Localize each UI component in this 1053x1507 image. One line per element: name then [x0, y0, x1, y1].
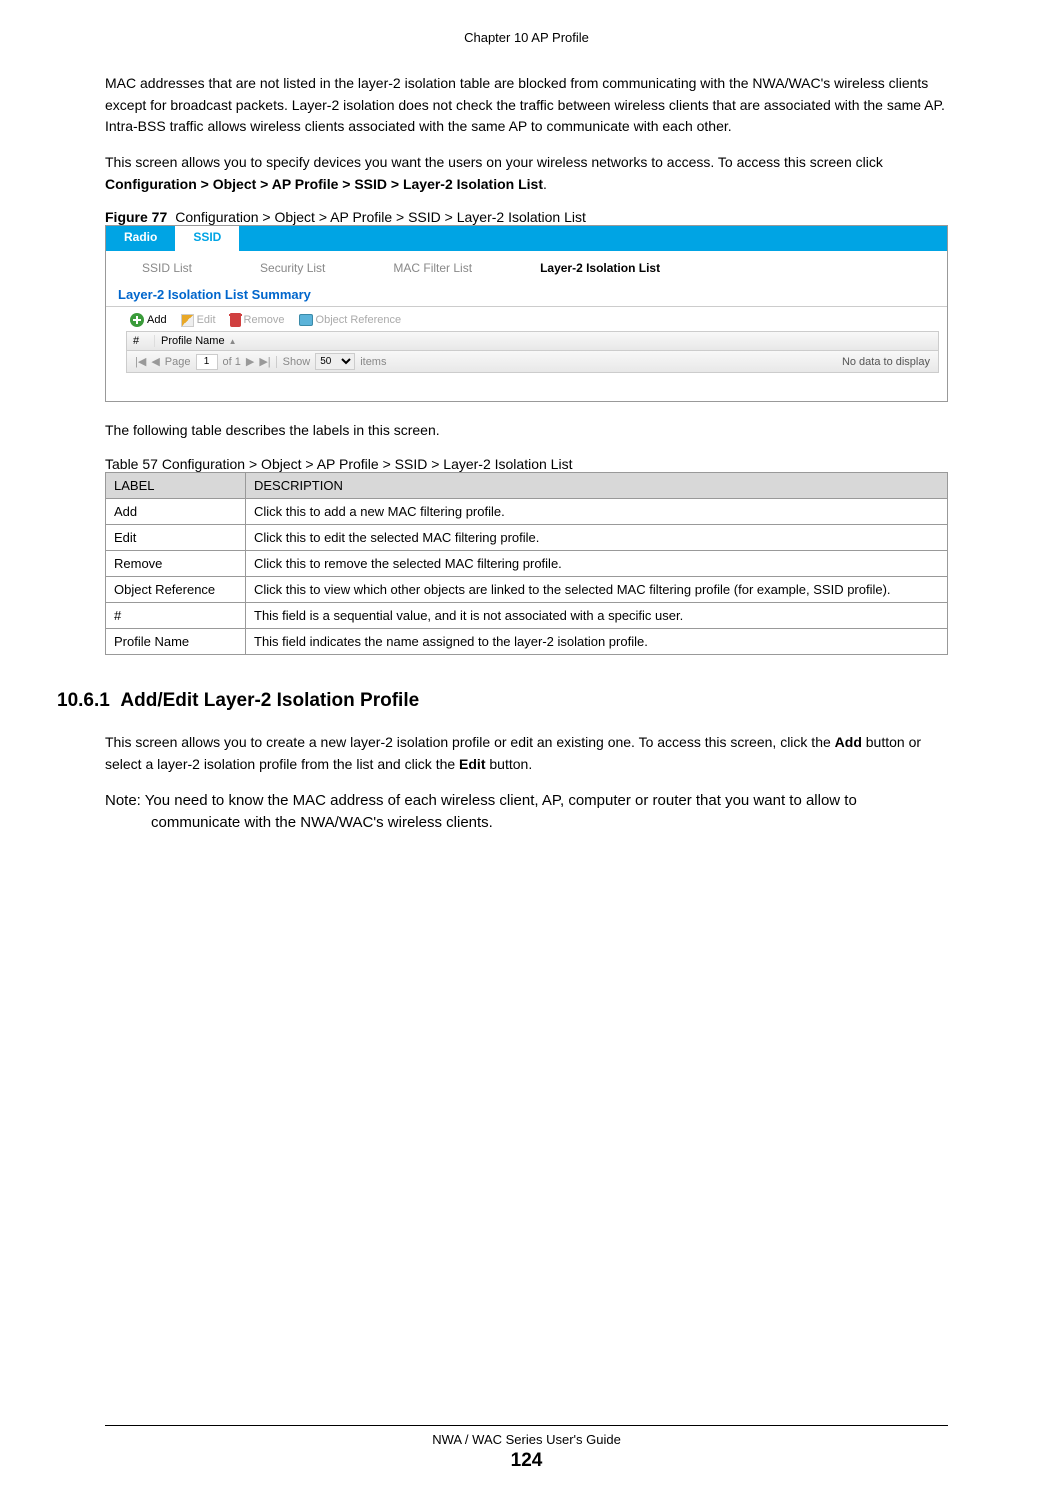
cell-desc: Click this to add a new MAC filtering pr… [246, 499, 948, 525]
paging-controls: |◀ ◀ Page of 1 ▶ ▶| Show 50 items [135, 353, 386, 370]
remove-label: Remove [244, 314, 285, 326]
para2-text: This screen allows you to specify device… [105, 154, 883, 170]
sp1-bold2: Edit [459, 756, 485, 772]
prev-page-icon[interactable]: ◀ [151, 355, 159, 368]
page-number: 124 [105, 1450, 948, 1472]
subtab-ssid-list[interactable]: SSID List [142, 261, 192, 275]
table-header-label: LABEL [106, 473, 246, 499]
para2-bold: Configuration > Object > AP Profile > SS… [105, 176, 543, 192]
cell-label: Edit [106, 525, 246, 551]
cell-desc: This field indicates the name assigned t… [246, 629, 948, 655]
sp1-pre: This screen allows you to create a new l… [105, 734, 835, 750]
section-heading: 10.6.1 Add/Edit Layer-2 Isolation Profil… [57, 690, 948, 712]
figure-screenshot: Radio SSID SSID List Security List MAC F… [105, 225, 948, 402]
figure-label: Figure 77 [105, 209, 167, 225]
page-label: Page [165, 356, 191, 368]
tab-ssid[interactable]: SSID [175, 226, 239, 251]
subtab-security-list[interactable]: Security List [260, 261, 325, 275]
object-reference-icon [299, 314, 313, 326]
last-page-icon[interactable]: ▶| [259, 355, 270, 368]
main-tab-bar: Radio SSID [106, 226, 947, 251]
table-row: # This field is a sequential value, and … [106, 603, 948, 629]
column-header-profile-name[interactable]: Profile Name ▲ [155, 335, 938, 347]
remove-icon [230, 313, 241, 327]
table-row: Add Click this to add a new MAC filterin… [106, 499, 948, 525]
edit-icon [181, 314, 194, 327]
cell-desc: This field is a sequential value, and it… [246, 603, 948, 629]
add-label: Add [147, 314, 167, 326]
cell-label: Object Reference [106, 577, 246, 603]
cell-label: Profile Name [106, 629, 246, 655]
show-label: Show [276, 356, 311, 368]
no-data-message: No data to display [842, 356, 930, 368]
subtab-layer2-list[interactable]: Layer-2 Isolation List [540, 261, 660, 275]
remove-button[interactable]: Remove [226, 311, 289, 329]
para2-post: . [543, 176, 547, 192]
grid-footer: |◀ ◀ Page of 1 ▶ ▶| Show 50 items No dat… [126, 350, 939, 373]
subtab-mac-filter-list[interactable]: MAC Filter List [393, 261, 472, 275]
footer-text: NWA / WAC Series User's Guide [105, 1432, 948, 1447]
page-size-select[interactable]: 50 [315, 353, 355, 370]
page-number-input[interactable] [196, 354, 218, 370]
edit-label: Edit [197, 314, 216, 326]
cell-desc: Click this to view which other objects a… [246, 577, 948, 603]
cell-label: Add [106, 499, 246, 525]
col-name-text: Profile Name [161, 335, 225, 347]
sort-asc-icon: ▲ [229, 337, 237, 346]
page-footer: NWA / WAC Series User's Guide 124 [105, 1425, 948, 1472]
sp1-post: button. [486, 756, 533, 772]
table-row: Remove Click this to remove the selected… [106, 551, 948, 577]
figure-caption: Figure 77 Configuration > Object > AP Pro… [105, 209, 948, 225]
section-title: Add/Edit Layer-2 Isolation Profile [120, 690, 419, 711]
table-caption: Table 57 Configuration > Object > AP Pro… [105, 456, 948, 472]
column-header-number[interactable]: # [127, 335, 155, 347]
panel-section-title: Layer-2 Isolation List Summary [106, 287, 947, 307]
note-paragraph: Note: You need to know the MAC address o… [105, 790, 948, 835]
figure-title: Configuration > Object > AP Profile > SS… [175, 209, 586, 225]
table-header-description: DESCRIPTION [246, 473, 948, 499]
section-number: 10.6.1 [57, 690, 110, 711]
toolbar: Add Edit Remove Object Reference [106, 307, 947, 331]
table-row: Edit Click this to edit the selected MAC… [106, 525, 948, 551]
edit-button[interactable]: Edit [177, 312, 220, 329]
section-paragraph-1: This screen allows you to create a new l… [105, 732, 948, 775]
paragraph-1: MAC addresses that are not listed in the… [105, 73, 948, 138]
next-page-icon[interactable]: ▶ [246, 355, 254, 368]
items-label: items [360, 356, 386, 368]
table-row: Object Reference Click this to view whic… [106, 577, 948, 603]
tab-radio[interactable]: Radio [106, 226, 175, 251]
object-reference-button[interactable]: Object Reference [295, 312, 406, 328]
grid-header: # Profile Name ▲ [126, 331, 939, 350]
add-icon [130, 313, 144, 327]
add-button[interactable]: Add [126, 311, 171, 329]
paragraph-2: This screen allows you to specify device… [105, 152, 948, 195]
table-row: Profile Name This field indicates the na… [106, 629, 948, 655]
cell-label: # [106, 603, 246, 629]
cell-desc: Click this to remove the selected MAC fi… [246, 551, 948, 577]
page-of: of 1 [223, 356, 241, 368]
object-reference-label: Object Reference [316, 314, 402, 326]
cell-desc: Click this to edit the selected MAC filt… [246, 525, 948, 551]
description-table: LABEL DESCRIPTION Add Click this to add … [105, 472, 948, 655]
sub-tab-bar: SSID List Security List MAC Filter List … [106, 251, 947, 287]
first-page-icon[interactable]: |◀ [135, 355, 146, 368]
sp1-bold1: Add [835, 734, 862, 750]
chapter-header: Chapter 10 AP Profile [105, 30, 948, 45]
cell-label: Remove [106, 551, 246, 577]
table-intro: The following table describes the labels… [105, 420, 948, 442]
